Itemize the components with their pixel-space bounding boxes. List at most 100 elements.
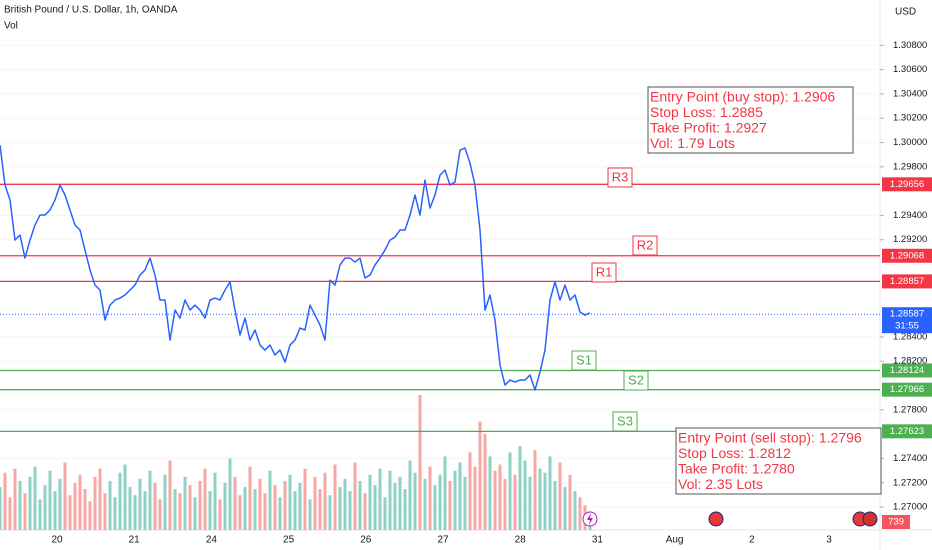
volume-bar [398,476,402,530]
volume-bar [193,497,197,530]
annotation-box [675,427,882,495]
volume-bar [278,497,282,530]
volume-bar [98,468,102,530]
x-tick-label: 26 [360,535,372,546]
y-tick-label: 1.27400 [893,453,927,464]
volume-bar [103,493,107,530]
annotation-text: Vol: 1.79 Lots [650,135,735,151]
volume-bar [133,495,137,530]
volume-bar [263,493,267,530]
annotation-text: Take Profit: 1.2927 [650,120,767,136]
volume-bar [528,476,532,530]
level-price-label: 1.28857 [890,276,924,287]
level-price-tag [882,274,932,289]
volume-bar [568,474,572,530]
volume-bar [523,460,527,530]
volume-bar [543,472,547,530]
volume-bar [313,476,317,530]
volume-bar [498,464,502,530]
annotation-text: Entry Point (sell stop): 1.2796 [678,430,862,446]
volume-bar [183,476,187,530]
level-label-box [632,235,658,256]
flag-icon[interactable] [708,511,724,527]
volume-bar [88,501,92,530]
volume-bar [113,497,117,530]
x-tick-label: 3 [826,535,832,546]
volume-bar [353,462,357,530]
volume-bar [38,499,42,530]
volume-bar [123,464,127,530]
volume-bar [83,489,87,530]
y-tick-label: 1.29800 [893,161,927,172]
y-tick-label: 1.27200 [893,477,927,488]
volume-bar [578,497,582,530]
volume-bar [448,480,452,530]
volume-bar [28,476,32,530]
countdown: 31:55 [895,321,919,332]
volume-bar [3,472,7,530]
volume-bar [308,499,312,530]
level-label: R1 [596,264,613,279]
volume-bar [268,470,272,530]
volume-bar [78,474,82,530]
volume-bar [203,468,207,530]
volume-bar [168,460,172,530]
volume-bar [548,456,552,530]
x-tick-label: Aug [666,535,684,546]
volume-bar [348,491,352,530]
volume-bar [383,497,387,530]
volume-bar [93,476,97,530]
annotation-text: Stop Loss: 1.2885 [650,104,763,120]
last-price-tag [882,307,932,334]
volume-bar [338,487,342,530]
volume-bar [173,489,177,530]
volume-bar [403,489,407,530]
volume-bar [363,493,367,530]
volume-bar [368,474,372,530]
volume-bar [423,478,427,530]
volume-bar [213,472,217,530]
volume-bar [158,499,162,530]
level-label: S2 [628,372,644,387]
chart-title: British Pound / U.S. Dollar, 1h, OANDA [4,5,178,16]
volume-bar [48,470,52,530]
volume-bar [243,487,247,530]
level-label-box [591,262,617,283]
volume-bar [343,478,347,530]
volume-bar [198,480,202,530]
event-icon-bolt [587,513,593,525]
volume-bar [453,470,457,530]
y-tick-label: 1.27800 [893,404,927,415]
level-price-tag [882,424,932,439]
volume-bar [408,460,412,530]
volume-bar [538,468,542,530]
volume-bar [223,482,227,530]
grid-layer: 1.27000 1.27200 1.27400 1.27800 1.28200 1.284… [0,40,927,546]
volume-bar [373,485,377,530]
volume-bar [43,485,47,530]
volume-bar [513,474,517,530]
volume-bar [473,466,477,530]
volume-bar [378,468,382,530]
level-price-label: 1.27623 [890,426,924,437]
volume-bar [333,464,337,530]
x-tick-label: 27 [437,535,449,546]
y-tick-label: 1.30800 [893,40,927,51]
volume-bar [18,480,22,530]
annotation-text: Vol: 2.35 Lots [678,476,763,492]
y-tick-label: 1.29200 [893,234,927,245]
volume-bar [288,474,292,530]
y-tick-label: 1.28200 [893,356,927,367]
x-tick-label: 24 [206,535,218,546]
x-tick-label: 25 [283,535,295,546]
level-label: R2 [637,237,654,252]
y-tick-label: 1.30400 [893,88,927,99]
flag-icon[interactable] [862,511,878,527]
y-tick-label: 1.30000 [893,137,927,148]
volume-bar [328,495,332,530]
y-tick-label: 1.27000 [893,502,927,513]
volume-layer [0,395,592,530]
volume-bar [73,482,77,530]
volume-bar [128,487,132,530]
